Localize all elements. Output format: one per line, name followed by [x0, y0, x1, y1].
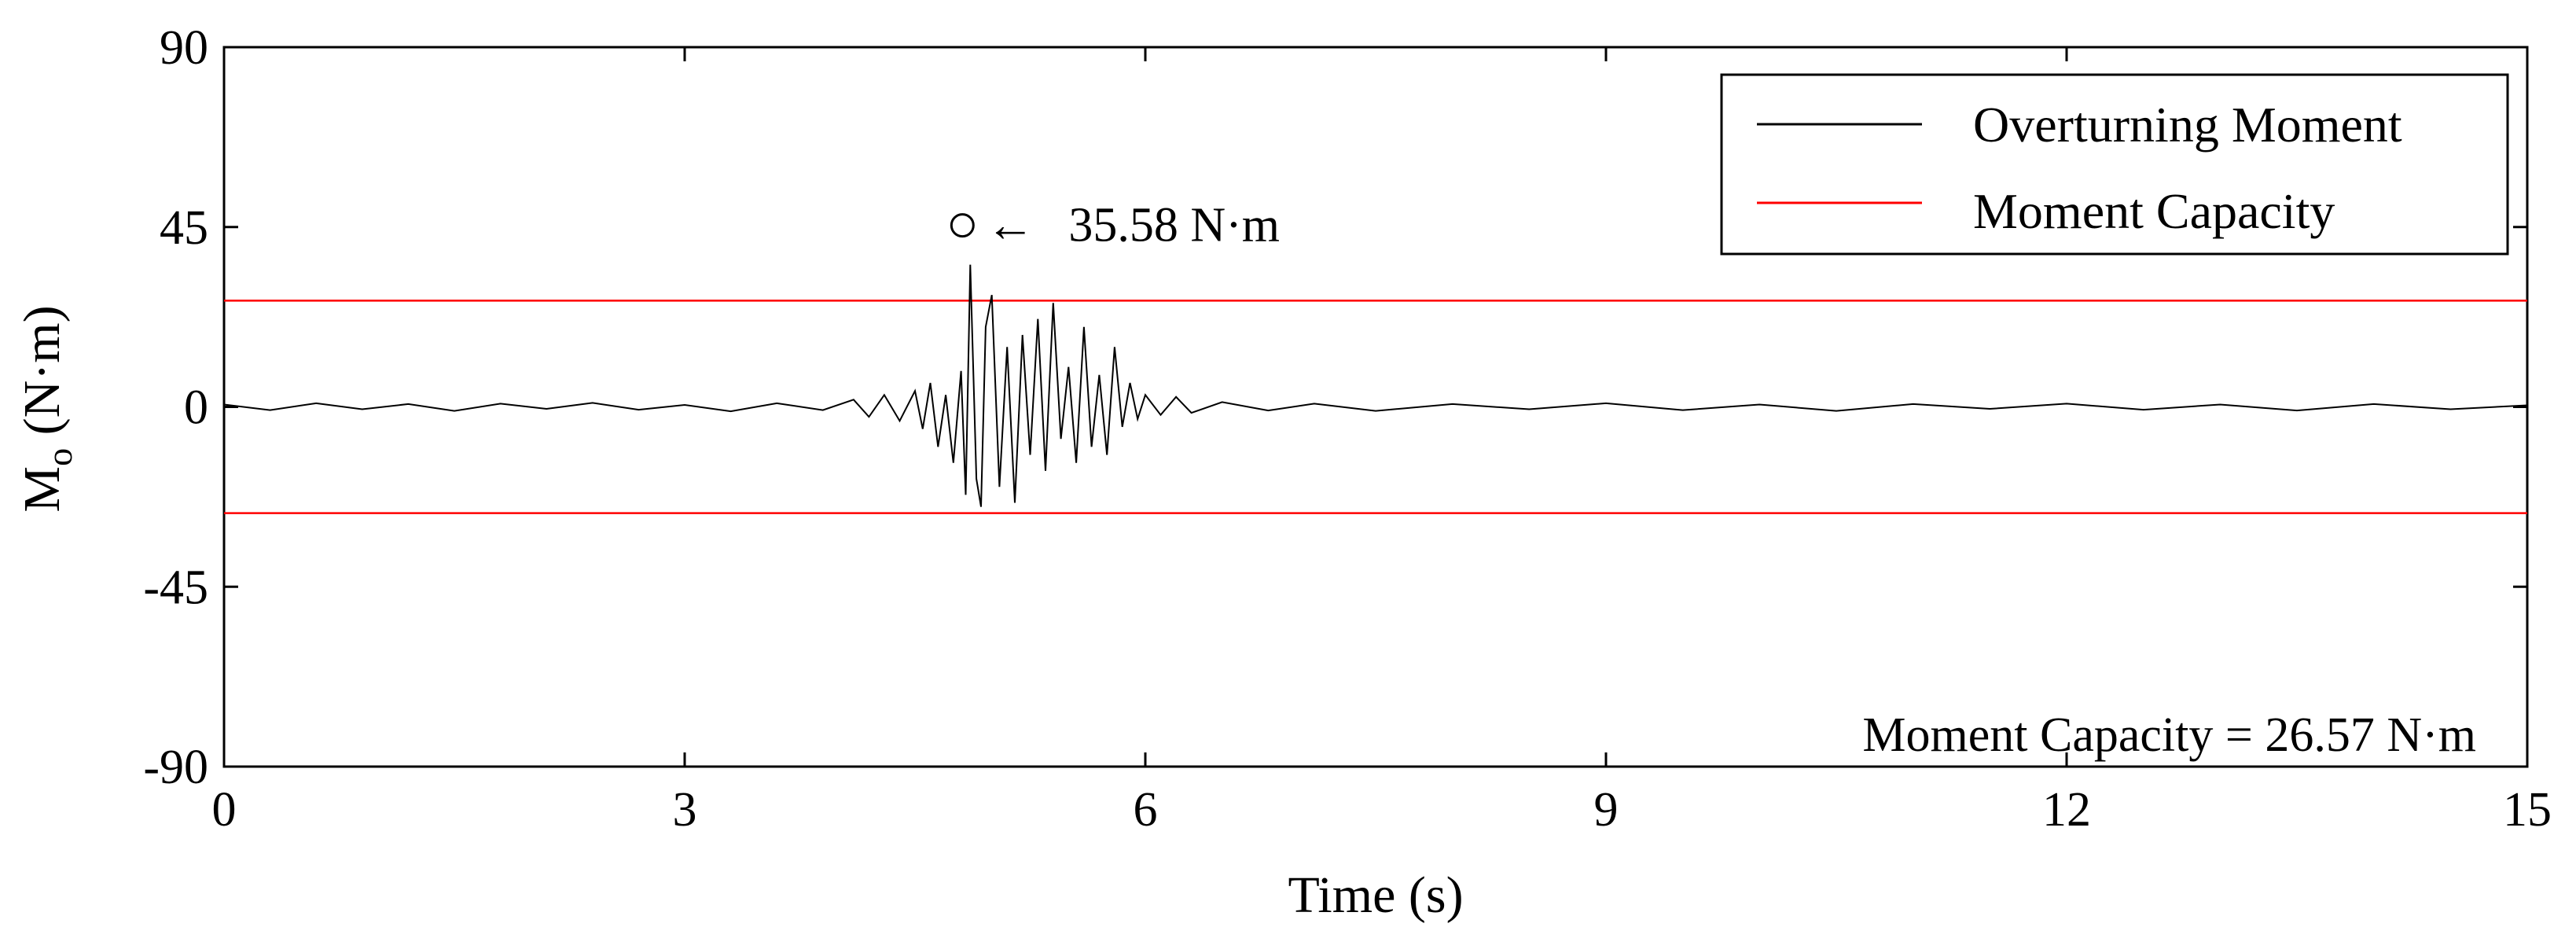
y-axis-title-main: M — [13, 466, 71, 513]
x-tick-label: 9 — [1594, 783, 1619, 837]
overturning-moment-series — [223, 264, 2528, 507]
legend: Overturning Moment Moment Capacity — [1720, 73, 2509, 256]
y-tick-label: -45 — [143, 561, 208, 614]
y-tick-label: 0 — [184, 381, 208, 435]
legend-label-overturning-moment: Overturning Moment — [1973, 97, 2402, 153]
peak-marker — [950, 213, 975, 238]
y-axis-title-unit: (N·m) — [13, 305, 71, 435]
x-tick-label: 15 — [2503, 783, 2552, 837]
capacity-annotation: Moment Capacity = 26.57 N·m — [1862, 708, 2476, 762]
x-tick-label: 12 — [2042, 783, 2091, 837]
y-axis-title-group: Mo (N·m) — [13, 305, 79, 512]
x-tick-label: 6 — [1134, 783, 1158, 837]
peak-label: 35.58 N·m — [1068, 199, 1280, 252]
x-tick-label: 0 — [212, 783, 237, 837]
y-tick-label: -90 — [143, 741, 208, 794]
legend-label-moment-capacity: Moment Capacity — [1973, 183, 2335, 239]
y-axis-title: Mo (N·m) — [13, 305, 79, 512]
x-axis-title: Time (s) — [1288, 866, 1463, 924]
peak-arrow: ← — [986, 199, 1034, 252]
x-axis-ticks: 0 3 6 9 12 15 — [212, 47, 2552, 837]
y-tick-label: 90 — [160, 21, 208, 75]
y-axis-title-sub: o — [39, 448, 79, 466]
moment-capacity-series — [224, 300, 2527, 514]
legend-box — [1720, 73, 2509, 256]
y-axis-ticks: 90 45 0 -45 -90 — [143, 21, 2527, 794]
y-tick-label: 45 — [160, 201, 208, 255]
x-tick-label: 3 — [673, 783, 697, 837]
y-axis-title-space — [13, 435, 71, 448]
